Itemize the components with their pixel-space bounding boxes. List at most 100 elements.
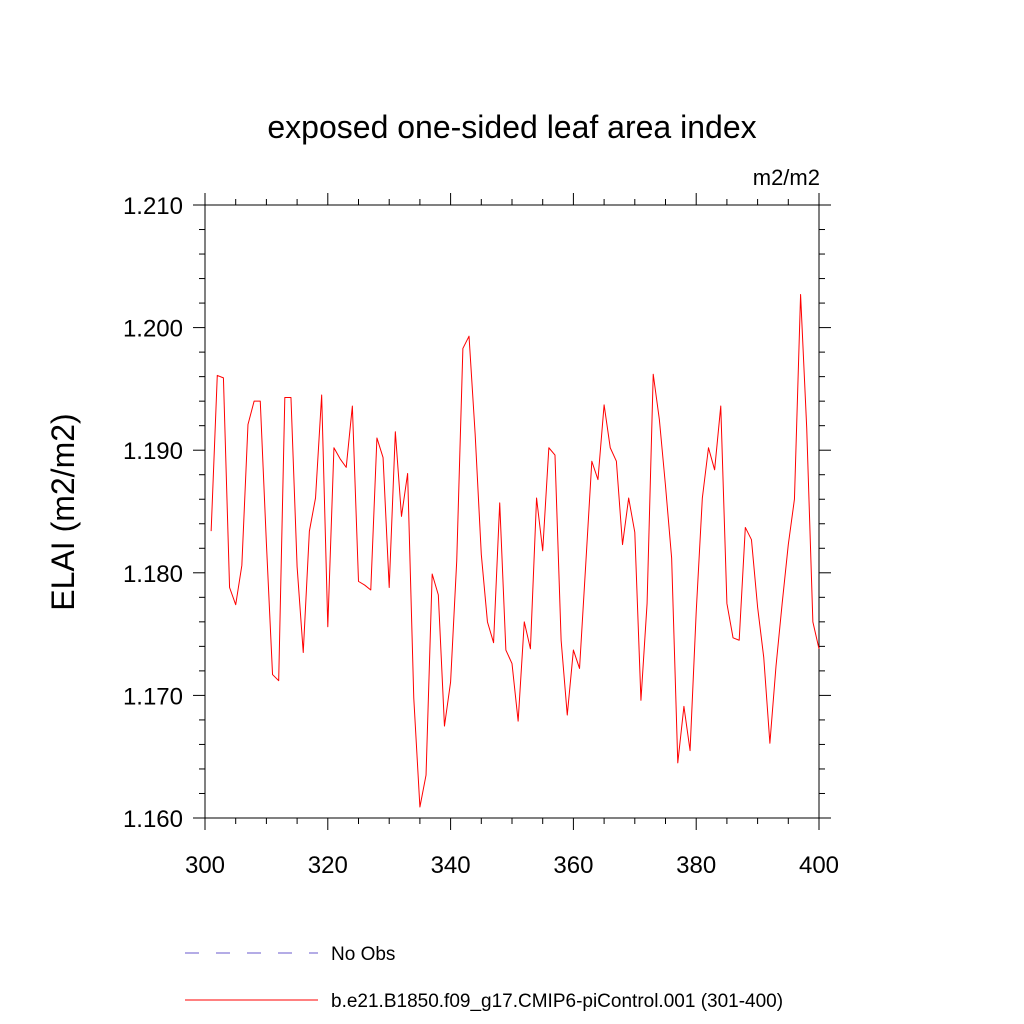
- data-point: [726, 603, 727, 604]
- data-point: [561, 640, 562, 641]
- x-tick-label: 400: [799, 852, 839, 879]
- data-point: [340, 458, 341, 459]
- data-point: [235, 604, 236, 605]
- data-point: [683, 706, 684, 707]
- data-point: [223, 377, 224, 378]
- data-point: [401, 516, 402, 517]
- data-point: [720, 406, 721, 407]
- data-point: [370, 589, 371, 590]
- data-point: [812, 621, 813, 622]
- data-point: [229, 587, 230, 588]
- data-point: [321, 395, 322, 396]
- y-tick-label: 1.210: [123, 193, 183, 220]
- data-point: [376, 437, 377, 438]
- data-point: [665, 485, 666, 486]
- plot-frame: [204, 204, 820, 819]
- y-tick-label: 1.160: [123, 806, 183, 833]
- y-tick-label: 1.190: [123, 438, 183, 465]
- x-tick-label: 380: [676, 852, 716, 879]
- data-point: [659, 419, 660, 420]
- units-label: m2/m2: [753, 165, 820, 190]
- data-point: [671, 558, 672, 559]
- data-point: [438, 594, 439, 595]
- data-point: [751, 539, 752, 540]
- data-point: [696, 612, 697, 613]
- data-point: [604, 404, 605, 405]
- data-point: [733, 637, 734, 638]
- data-point: [432, 574, 433, 575]
- data-point: [407, 473, 408, 474]
- x-tick-label: 300: [185, 852, 225, 879]
- data-point: [530, 648, 531, 649]
- data-point: [702, 498, 703, 499]
- data-point: [782, 603, 783, 604]
- data-point: [493, 642, 494, 643]
- data-point: [524, 621, 525, 622]
- data-point: [254, 401, 255, 402]
- data-point: [690, 750, 691, 751]
- data-point: [610, 447, 611, 448]
- data-point: [419, 806, 420, 807]
- data-point: [677, 762, 678, 763]
- data-point: [505, 650, 506, 651]
- data-point: [309, 531, 310, 532]
- data-point: [819, 648, 820, 649]
- series-line-0: [210, 294, 820, 808]
- legend-label-1: b.e21.B1850.f09_g17.CMIP6-piControl.001 …: [331, 991, 783, 1012]
- axis-ticks: [193, 193, 831, 830]
- data-point: [315, 498, 316, 499]
- data-point: [346, 467, 347, 468]
- data-point: [800, 294, 801, 295]
- axis-tick-labels: 300 320 340 360 380 400 1.160 1.170 1.180 1.190 1.…: [123, 193, 839, 879]
- data-point: [426, 775, 427, 776]
- data-point: [413, 697, 414, 698]
- data-point: [714, 469, 715, 470]
- data-point: [241, 565, 242, 566]
- data-point: [469, 336, 470, 337]
- data-point: [475, 434, 476, 435]
- data-point: [794, 499, 795, 500]
- data-point: [708, 447, 709, 448]
- data-point: [769, 743, 770, 744]
- data-point: [573, 650, 574, 651]
- data-point: [333, 447, 334, 448]
- data-point: [567, 715, 568, 716]
- legend: No Obs b.e21.B1850.f09_g17.CMIP6-piContro…: [185, 944, 783, 1012]
- data-point: [542, 550, 543, 551]
- x-tick-label: 360: [553, 852, 593, 879]
- data-point: [481, 554, 482, 555]
- data-point: [327, 626, 328, 627]
- data-point: [622, 544, 623, 545]
- data-point: [352, 406, 353, 407]
- data-point: [383, 457, 384, 458]
- data-point: [364, 585, 365, 586]
- data-point: [745, 527, 746, 528]
- data-point: [512, 663, 513, 664]
- data-point: [389, 587, 390, 588]
- data-point: [579, 668, 580, 669]
- data-point: [272, 674, 273, 675]
- chart-title: exposed one-sided leaf area index: [267, 109, 756, 145]
- data-point: [628, 498, 629, 499]
- data-point: [217, 375, 218, 376]
- data-point: [776, 665, 777, 666]
- data-point: [536, 498, 537, 499]
- data-point: [554, 455, 555, 456]
- data-point: [518, 721, 519, 722]
- data-point: [616, 461, 617, 462]
- data-point: [395, 431, 396, 432]
- data-point: [548, 447, 549, 448]
- data-point: [739, 640, 740, 641]
- data-point: [456, 560, 457, 561]
- data-point: [260, 401, 261, 402]
- data-point: [487, 621, 488, 622]
- series-group: [210, 294, 820, 808]
- data-point: [653, 374, 654, 375]
- y-tick-label: 1.200: [123, 316, 183, 343]
- data-point: [266, 543, 267, 544]
- data-point: [763, 657, 764, 658]
- data-point: [284, 397, 285, 398]
- data-point: [806, 428, 807, 429]
- data-point: [640, 700, 641, 701]
- data-point: [634, 532, 635, 533]
